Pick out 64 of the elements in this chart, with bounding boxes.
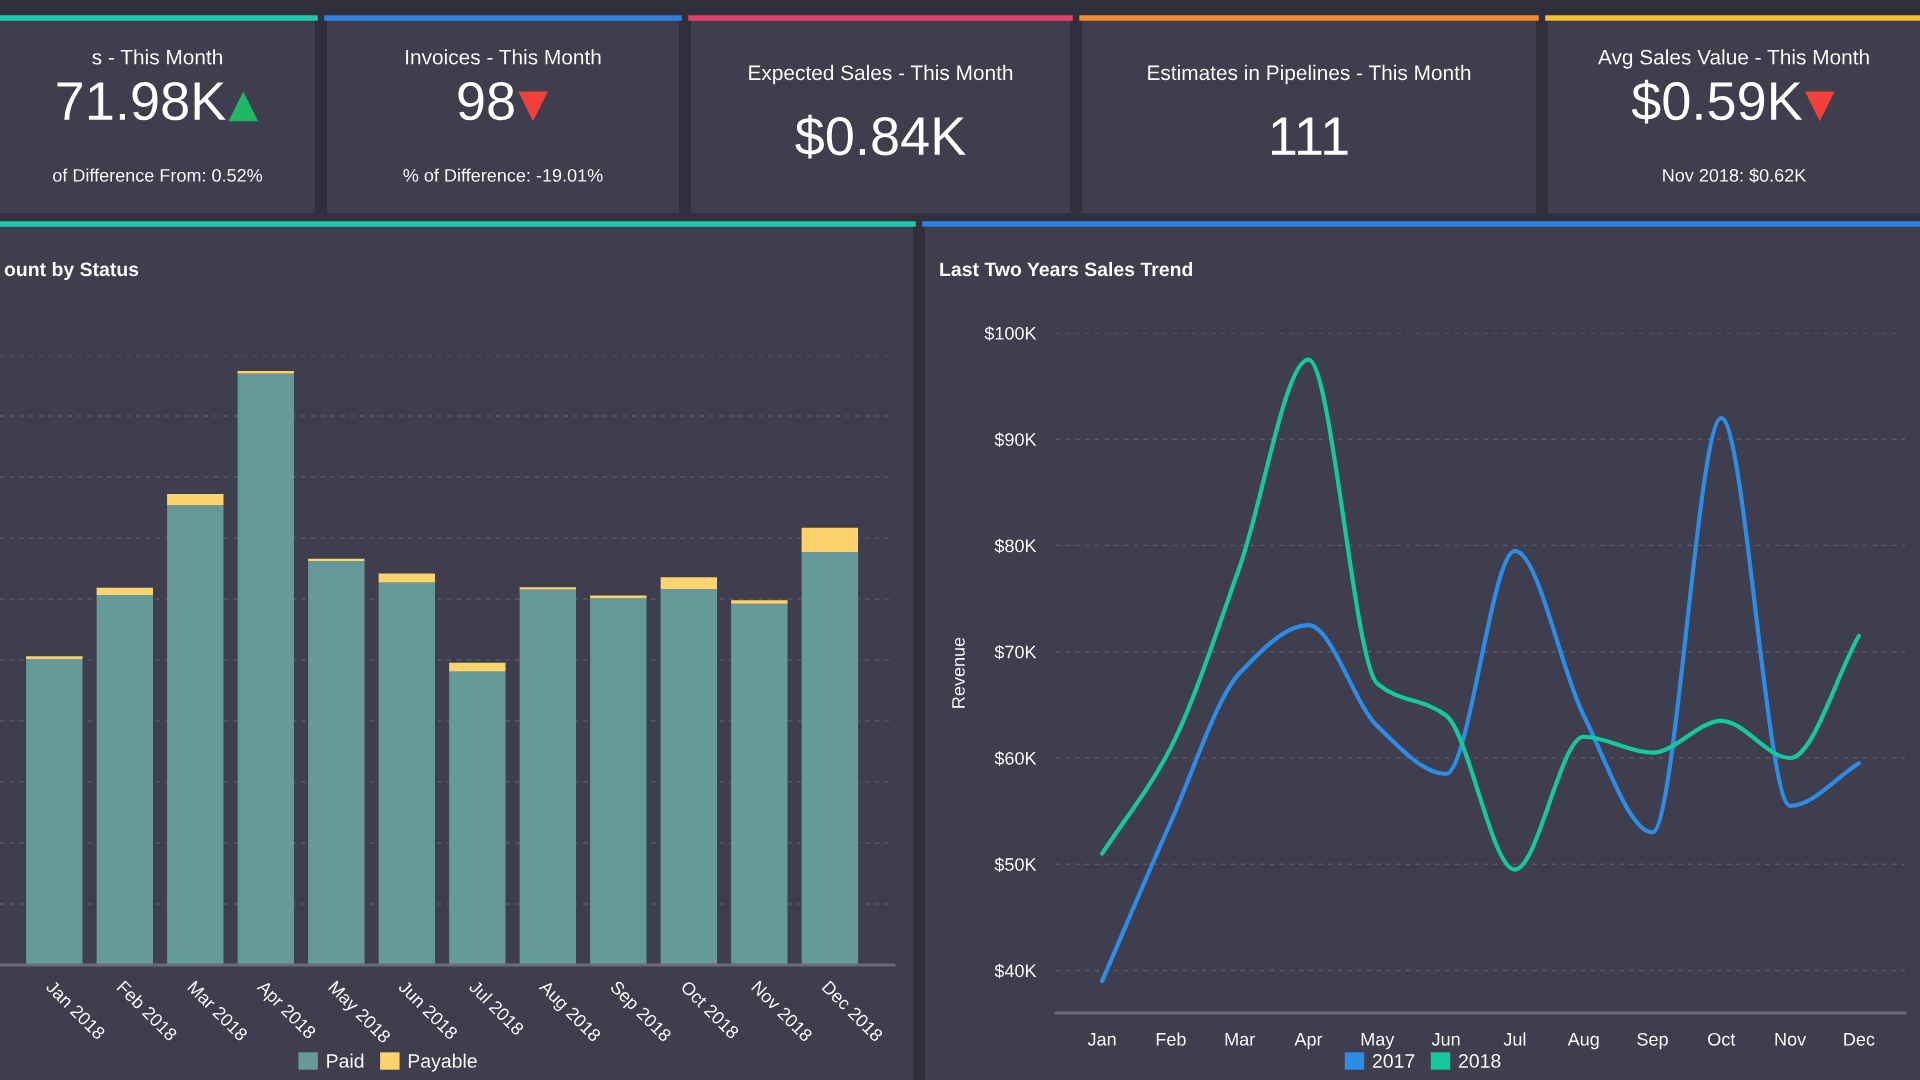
chart-title: ount by Status [4, 261, 139, 281]
text: Nov 2018: $0.62K [1663, 168, 1807, 183]
text: Estimates in Pipelines - This Month [1148, 64, 1471, 85]
bar [519, 587, 577, 590]
x-tick-label: Apr [1294, 1033, 1323, 1050]
x-tick-label: Jan [1087, 1033, 1116, 1046]
bar [167, 505, 224, 965]
y-tick-label: $100K [984, 326, 1037, 341]
legend-label: 2017 [1372, 1054, 1415, 1068]
bar [167, 493, 224, 506]
y-tick-label: $90K [994, 432, 1037, 448]
x-tick-label: Oct [1708, 1032, 1736, 1046]
line-series [1100, 415, 1861, 984]
bar [26, 659, 83, 965]
text: ▼ [518, 91, 548, 122]
legend-label: Payable [408, 1053, 477, 1072]
chart-title: Last Two Years Sales Trend [940, 261, 1193, 277]
y-tick-label: $50K [994, 857, 1037, 873]
bar [801, 552, 859, 965]
x-tick-label: Feb [1156, 1032, 1186, 1046]
bar [96, 594, 153, 965]
bar [731, 600, 788, 604]
bar [26, 656, 83, 660]
legend-label: 2018 [1458, 1054, 1501, 1068]
text: ▼ [1804, 91, 1835, 122]
text: ▲ [228, 91, 259, 122]
line-series [1100, 357, 1861, 872]
x-tick-label: Jun [1431, 1033, 1460, 1046]
bar [237, 373, 294, 965]
y-tick-label: $40K [994, 963, 1037, 979]
text: Expected Sales - This Month [749, 64, 1013, 85]
y-tick-label: $80K [994, 538, 1037, 554]
bar [660, 589, 718, 965]
text: Invoices - This Month [406, 49, 601, 65]
text: of Difference From: 0.52% [53, 168, 263, 182]
x-tick-label: Aug [1567, 1033, 1599, 1050]
x-tick-label: Nov [1775, 1033, 1807, 1046]
bar [660, 577, 718, 590]
bar [731, 603, 788, 965]
text: 111 [1271, 117, 1348, 155]
bar [519, 589, 577, 965]
bar [378, 582, 436, 965]
x-tick-label: Dec [1844, 1033, 1875, 1046]
y-tick-label: $60K [994, 751, 1037, 766]
text: Avg Sales Value - This Month [1597, 49, 1869, 69]
text: 98 [458, 81, 514, 121]
bar [449, 662, 506, 672]
bar [96, 587, 153, 595]
bar [308, 561, 365, 965]
text: $0.84K [795, 114, 966, 159]
text: % of Difference: -19.01% [403, 168, 603, 182]
bar [590, 597, 647, 965]
text: $0.59K [1631, 79, 1803, 124]
text: s - This Month [92, 49, 222, 65]
bar [801, 527, 859, 553]
text: 71.98K [57, 81, 226, 121]
y-tick-label: $70K [994, 644, 1037, 660]
legend-label: Paid [327, 1053, 364, 1068]
x-tick-label: Jul [1503, 1032, 1526, 1046]
x-tick-label: Sep [1637, 1032, 1668, 1050]
x-tick-label: Mar [1225, 1033, 1255, 1046]
x-tick-label: May [1361, 1033, 1395, 1050]
bar [449, 671, 506, 965]
y-axis-title: Revenue [952, 637, 965, 708]
